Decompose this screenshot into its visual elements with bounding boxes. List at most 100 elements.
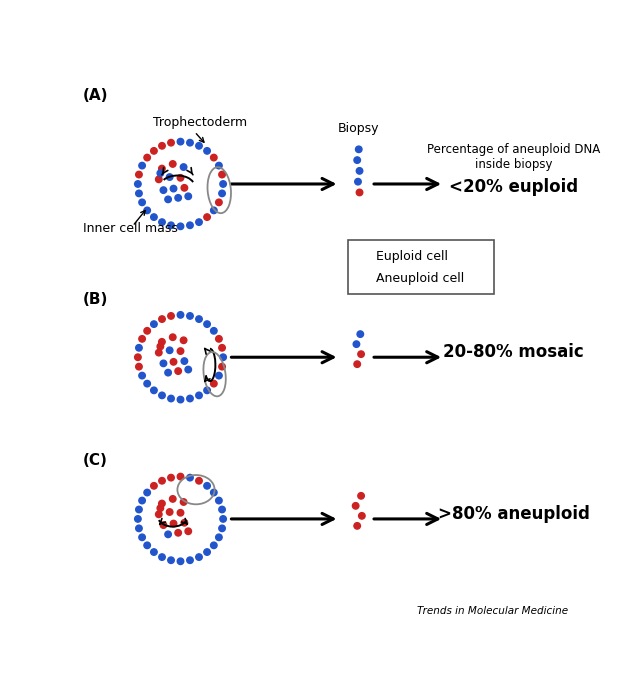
Circle shape <box>135 354 141 361</box>
Text: (A): (A) <box>83 88 108 103</box>
Circle shape <box>139 534 145 540</box>
Circle shape <box>354 523 360 529</box>
Circle shape <box>177 312 184 318</box>
Circle shape <box>181 358 188 364</box>
Circle shape <box>159 166 165 172</box>
Circle shape <box>170 359 177 365</box>
Text: 20-80% mosaic: 20-80% mosaic <box>443 343 584 361</box>
Circle shape <box>168 312 174 319</box>
Circle shape <box>216 162 222 169</box>
Circle shape <box>219 171 225 178</box>
Circle shape <box>196 554 202 561</box>
Circle shape <box>136 525 142 531</box>
Circle shape <box>354 157 360 164</box>
Circle shape <box>216 534 222 540</box>
Circle shape <box>204 214 211 220</box>
Circle shape <box>165 531 172 538</box>
Circle shape <box>159 338 165 345</box>
Circle shape <box>160 187 167 194</box>
Text: >80% aneuploid: >80% aneuploid <box>438 505 590 523</box>
Text: Biopsy: Biopsy <box>338 122 380 136</box>
Circle shape <box>196 219 202 225</box>
Circle shape <box>185 366 191 373</box>
Circle shape <box>170 334 176 340</box>
Circle shape <box>354 361 360 368</box>
Circle shape <box>219 525 225 531</box>
Circle shape <box>177 175 184 181</box>
Circle shape <box>353 341 360 347</box>
Circle shape <box>177 396 184 403</box>
Circle shape <box>168 475 174 481</box>
Circle shape <box>181 185 188 191</box>
Circle shape <box>181 164 187 171</box>
Circle shape <box>187 475 193 481</box>
Circle shape <box>187 312 193 319</box>
Circle shape <box>135 181 141 187</box>
Circle shape <box>359 272 371 285</box>
Circle shape <box>220 516 226 522</box>
Circle shape <box>219 345 225 351</box>
Circle shape <box>196 477 202 484</box>
Circle shape <box>170 161 176 167</box>
Circle shape <box>177 138 184 145</box>
Circle shape <box>196 392 202 398</box>
Circle shape <box>181 499 187 505</box>
Circle shape <box>167 347 173 354</box>
Circle shape <box>177 558 184 565</box>
FancyBboxPatch shape <box>348 240 494 294</box>
Circle shape <box>160 360 167 366</box>
Circle shape <box>216 497 222 504</box>
Circle shape <box>139 497 145 504</box>
Circle shape <box>196 143 202 149</box>
Circle shape <box>168 395 174 402</box>
Circle shape <box>139 199 145 206</box>
Circle shape <box>167 174 173 180</box>
Text: Percentage of aneuploid DNA
inside biopsy: Percentage of aneuploid DNA inside biops… <box>427 143 600 171</box>
Text: Aneuploid cell: Aneuploid cell <box>376 272 464 284</box>
Circle shape <box>159 316 165 322</box>
Circle shape <box>219 363 225 370</box>
Circle shape <box>356 189 363 196</box>
Circle shape <box>159 554 165 561</box>
Circle shape <box>204 147 211 154</box>
Circle shape <box>177 348 184 354</box>
Circle shape <box>356 168 363 174</box>
Circle shape <box>151 549 157 555</box>
Circle shape <box>359 250 371 264</box>
Circle shape <box>156 176 162 182</box>
Circle shape <box>136 190 142 196</box>
Circle shape <box>181 337 187 343</box>
Text: Inner cell mass: Inner cell mass <box>83 222 178 235</box>
Circle shape <box>144 154 151 161</box>
Circle shape <box>168 222 174 229</box>
Circle shape <box>157 170 163 176</box>
Circle shape <box>358 351 364 357</box>
Circle shape <box>170 496 176 502</box>
Circle shape <box>136 363 142 370</box>
Circle shape <box>216 199 222 206</box>
Circle shape <box>175 530 181 536</box>
Circle shape <box>159 500 165 507</box>
Circle shape <box>175 194 181 201</box>
Circle shape <box>219 190 225 196</box>
Text: (B): (B) <box>83 291 108 307</box>
Circle shape <box>156 350 162 356</box>
Circle shape <box>159 219 165 225</box>
Circle shape <box>211 542 217 549</box>
Circle shape <box>144 380 151 387</box>
Circle shape <box>177 223 184 229</box>
Text: Euploid cell: Euploid cell <box>376 250 448 264</box>
Circle shape <box>211 207 217 214</box>
Circle shape <box>196 316 202 322</box>
Circle shape <box>139 373 145 379</box>
Circle shape <box>139 162 145 169</box>
Circle shape <box>358 493 364 499</box>
Circle shape <box>177 510 184 516</box>
Circle shape <box>168 557 174 563</box>
Circle shape <box>357 331 364 338</box>
Circle shape <box>135 516 141 522</box>
Circle shape <box>175 368 181 375</box>
Circle shape <box>151 482 157 489</box>
Circle shape <box>211 328 217 334</box>
Circle shape <box>165 369 172 376</box>
